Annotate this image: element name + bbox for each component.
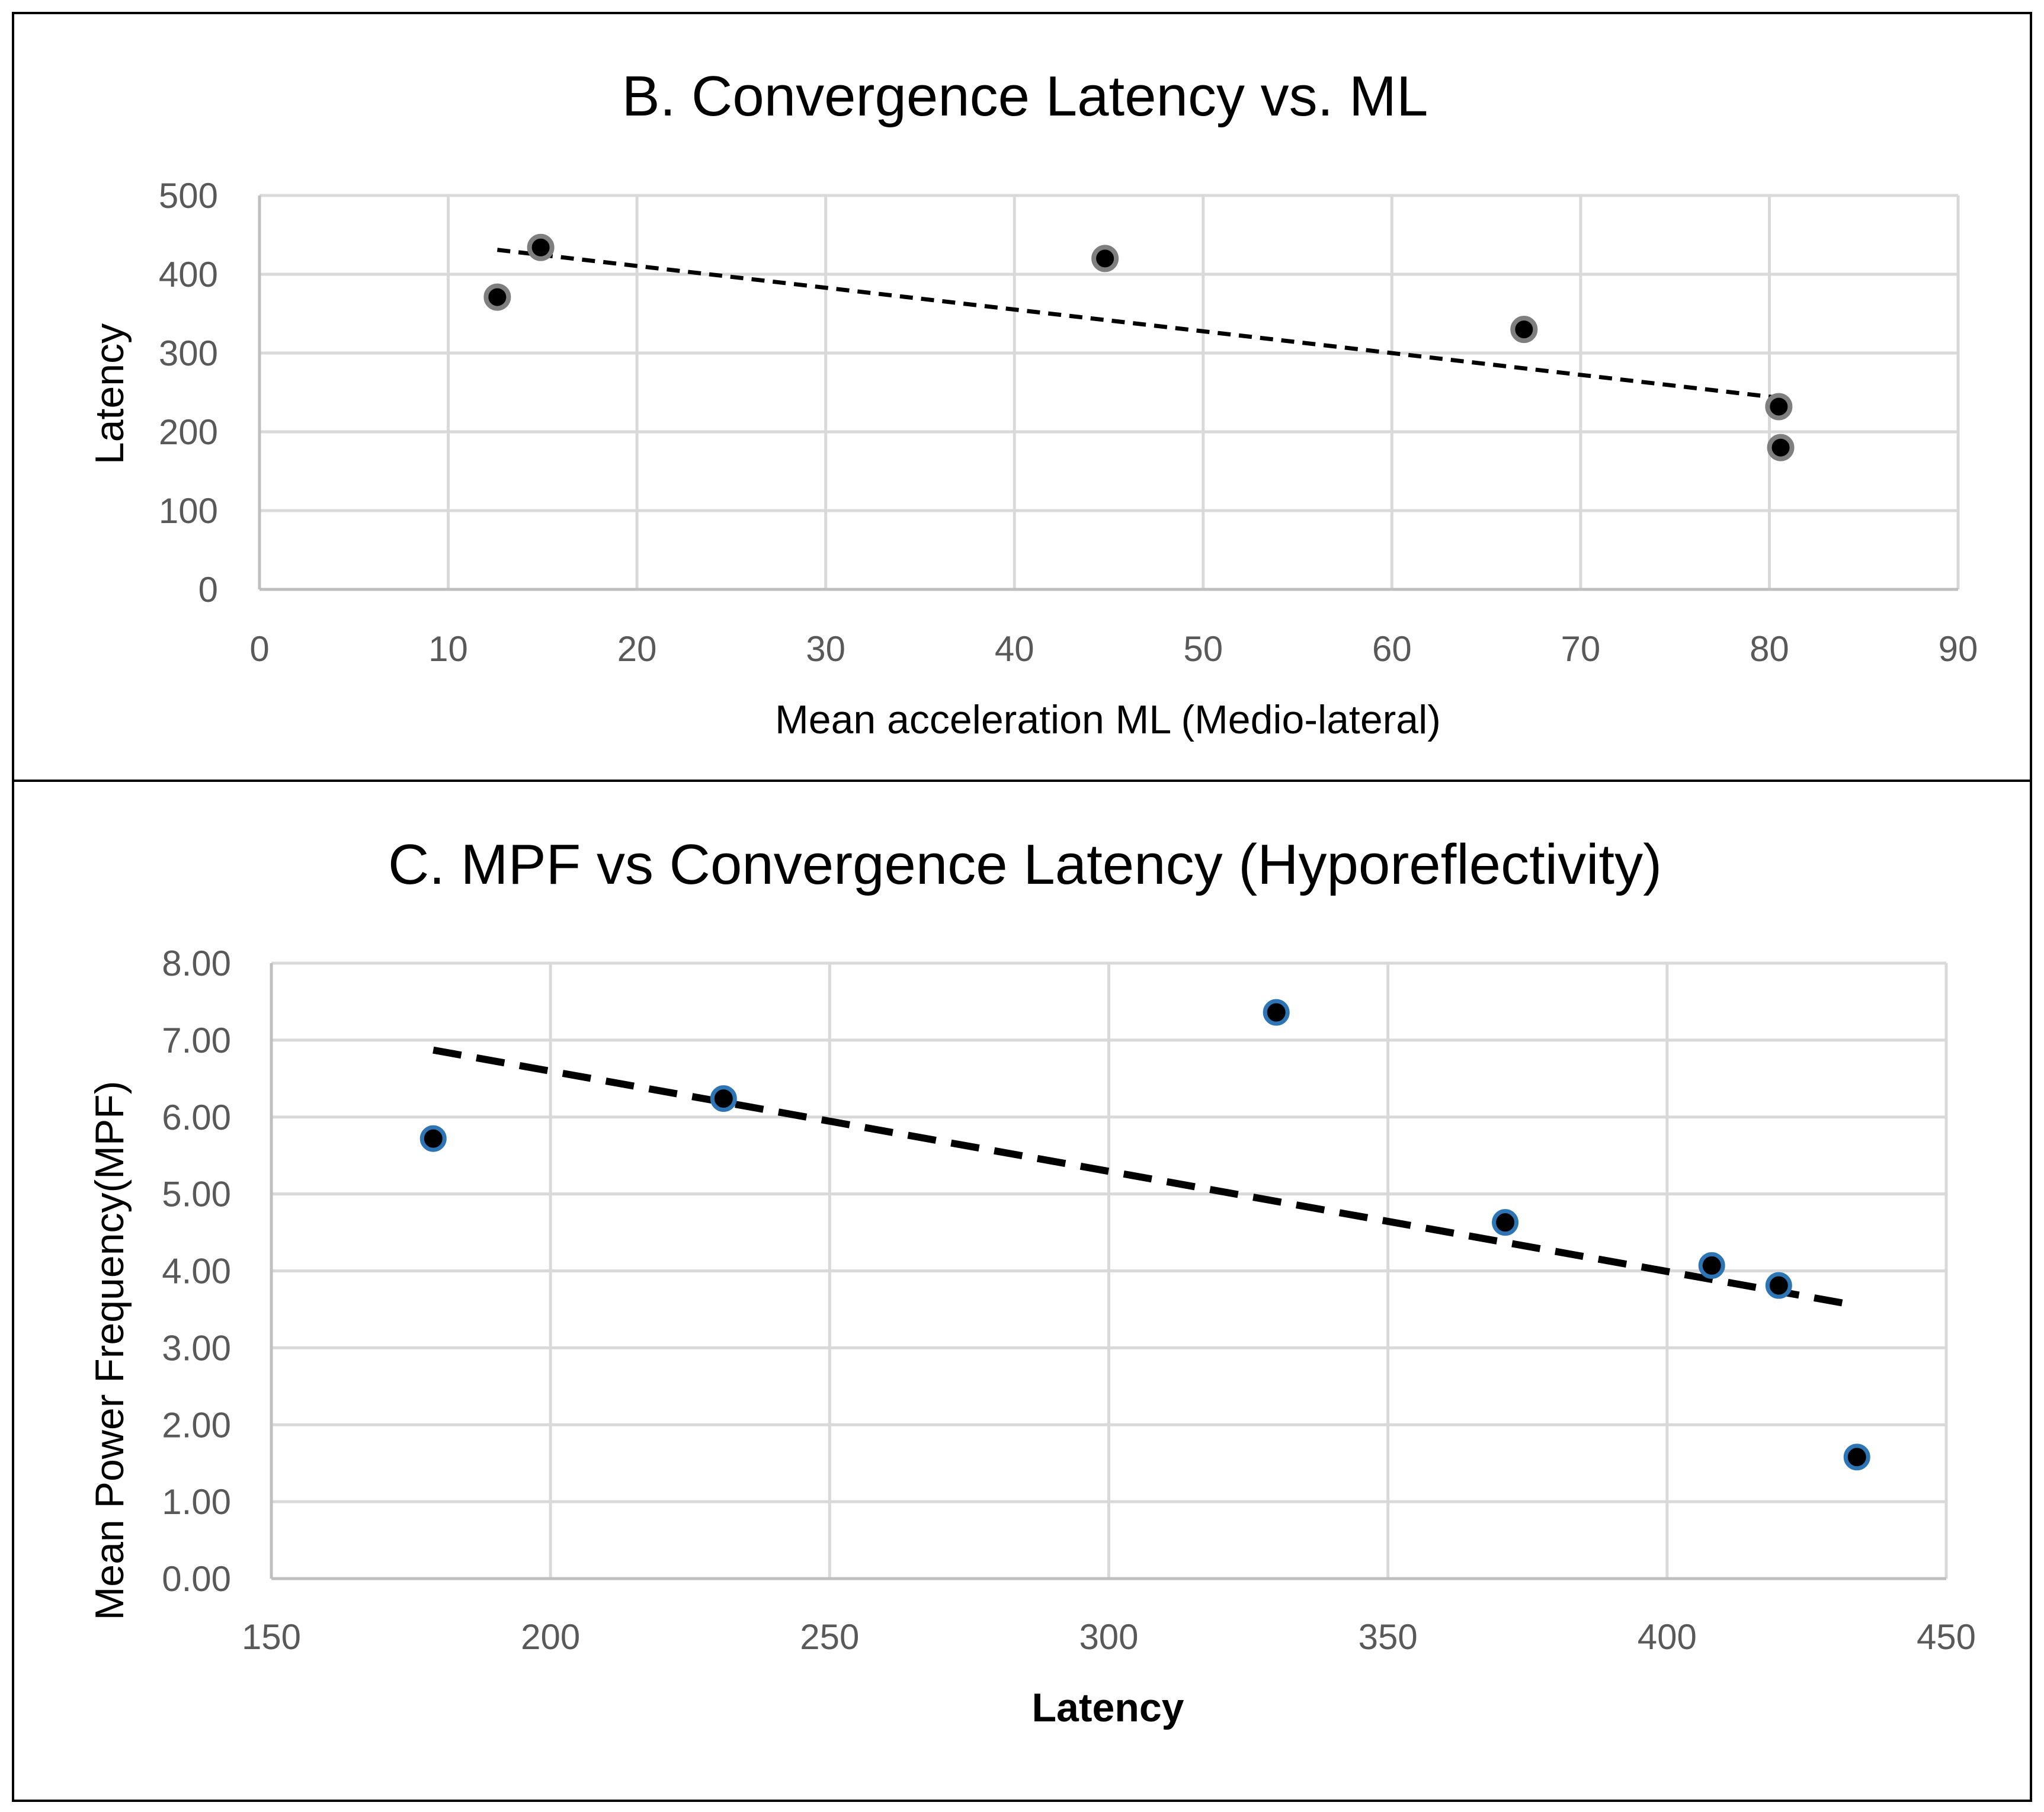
panel-c-y-tick-4.00: 4.00 [162, 1252, 231, 1291]
panel-b-data-point-2 [527, 233, 555, 261]
panel-c-title: C. MPF vs Convergence Latency (Hyporefle… [388, 833, 1662, 896]
panel-c-chart: C. MPF vs Convergence Latency (Hyporefle… [12, 780, 2032, 1802]
panel-c-y-tick-8.00: 8.00 [162, 944, 231, 983]
panel-c-data-point-6 [1765, 1272, 1792, 1299]
panel-c-data-point-5 [1698, 1252, 1725, 1279]
panel-c-x-tick-300: 300 [1079, 1617, 1138, 1657]
panel-c-data-point-1 [419, 1125, 447, 1152]
panel-b-x-tick-0: 0 [249, 629, 269, 669]
panel-b-chart: B. Convergence Latency vs. ML 0 10 20 30 40 5… [12, 12, 2032, 782]
panel-c-x-tick-250: 250 [800, 1617, 859, 1657]
panel-c-trendline [432, 1046, 1858, 1309]
panel-b-data-point-1 [483, 283, 511, 311]
panel-c-y-tick-0.00: 0.00 [162, 1559, 231, 1599]
panel-b-x-tick-70: 70 [1561, 629, 1601, 669]
panel-c-y-tick-5.00: 5.00 [162, 1175, 231, 1214]
panel-c-x-tick-150: 150 [242, 1617, 301, 1657]
panel-b-x-tick-40: 40 [995, 629, 1034, 669]
panel-c-x-tick-400: 400 [1638, 1617, 1697, 1657]
panel-c-y-tick-7.00: 7.00 [162, 1021, 231, 1060]
panel-c-y-tick-labels: 0.00 1.00 2.00 3.00 4.00 5.00 6.00 7.00 8.00 [162, 944, 231, 1599]
panel-c-data-point-7 [1843, 1444, 1870, 1471]
panel-b-y-tick-0: 0 [198, 570, 218, 610]
panel-b-y-tick-100: 100 [159, 491, 218, 531]
panel-c-gridlines [270, 961, 1948, 1580]
panel-b-x-tick-90: 90 [1939, 629, 1978, 669]
panel-c-x-tick-200: 200 [521, 1617, 580, 1657]
panel-c-x-tick-labels: 150 200 250 300 350 400 450 [242, 1617, 1976, 1657]
panel-b-title: B. Convergence Latency vs. ML [622, 65, 1428, 128]
panel-b-y-tick-200: 200 [159, 412, 218, 452]
panel-b-y-axis-label: Latency [87, 323, 132, 464]
panel-c-data-point-4 [1492, 1209, 1519, 1236]
panel-c-frame [12, 780, 2032, 1802]
panel-b-trendline [496, 248, 1781, 400]
panel-b-data-point-3 [1091, 245, 1119, 272]
panel-b-x-tick-60: 60 [1372, 629, 1412, 669]
panel-c-y-tick-1.00: 1.00 [162, 1482, 231, 1522]
panel-b-y-tick-labels: 0 100 200 300 400 500 [159, 176, 218, 610]
panel-b-x-tick-50: 50 [1183, 629, 1223, 669]
panel-b-x-tick-80: 80 [1750, 629, 1789, 669]
panel-b-data-points [483, 233, 1795, 461]
panel-b-data-point-6 [1767, 434, 1795, 461]
panel-c-y-tick-6.00: 6.00 [162, 1098, 231, 1137]
panel-b-data-point-4 [1510, 316, 1538, 344]
panel-b-y-tick-400: 400 [159, 255, 218, 294]
panel-b-x-tick-30: 30 [806, 629, 845, 669]
panel-b-x-axis-label: Mean acceleration ML (Medio-lateral) [775, 697, 1441, 742]
panel-c-data-point-2 [710, 1085, 737, 1112]
panel-c-x-tick-450: 450 [1917, 1617, 1976, 1657]
panel-b-x-tick-labels: 0 10 20 30 40 50 60 70 80 90 [249, 629, 1978, 669]
panel-c-data-points [419, 999, 1870, 1471]
panel-b-x-tick-20: 20 [617, 629, 657, 669]
panel-c-y-tick-3.00: 3.00 [162, 1328, 231, 1368]
panel-b-y-tick-500: 500 [159, 176, 218, 216]
panel-c-y-tick-2.00: 2.00 [162, 1405, 231, 1445]
panel-b-data-point-5 [1765, 393, 1793, 421]
panel-b-gridlines [258, 194, 1960, 591]
panel-c-x-axis-label: Latency [1032, 1685, 1184, 1730]
panel-c-x-tick-350: 350 [1359, 1617, 1418, 1657]
panel-b-x-tick-10: 10 [428, 629, 468, 669]
panel-b-y-tick-300: 300 [159, 333, 218, 373]
panel-c-y-axis-label: Mean Power Frequency(MPF) [87, 1081, 132, 1621]
panel-c-data-point-3 [1263, 999, 1290, 1026]
